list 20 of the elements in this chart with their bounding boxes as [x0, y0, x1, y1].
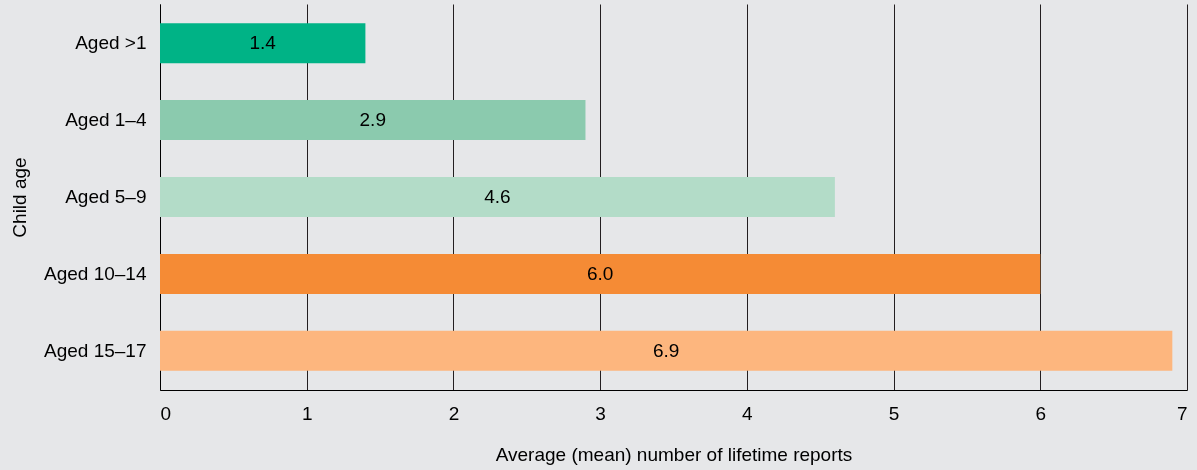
y-tick-label: Aged >1 [75, 32, 147, 54]
x-tick-label: 1 [301, 402, 313, 424]
x-tick-label: 6 [1035, 402, 1047, 424]
data-label: 2.9 [359, 109, 386, 131]
x-tick-label: 7 [1176, 402, 1188, 424]
data-label: 4.6 [484, 186, 511, 207]
x-tick-label: 5 [888, 402, 900, 424]
y-tick-label: Aged 10–14 [44, 262, 147, 284]
x-tick-label: 2 [448, 402, 460, 424]
y-tick-label: Aged 15–17 [44, 339, 147, 361]
y-tick-label: Aged 1–4 [65, 109, 147, 131]
data-label: 6.0 [586, 262, 614, 284]
x-tick-label: 3 [595, 402, 606, 424]
x-axis-title: Average (mean) number of lifetime reports [495, 443, 853, 465]
y-axis-title: Child age [9, 157, 31, 238]
y-tick-label: Aged 5–9 [65, 186, 147, 207]
data-label: 6.9 [652, 339, 680, 361]
data-label: 1.4 [249, 32, 277, 54]
x-tick-label: 0 [160, 402, 172, 424]
x-tick-label: 4 [742, 402, 754, 424]
